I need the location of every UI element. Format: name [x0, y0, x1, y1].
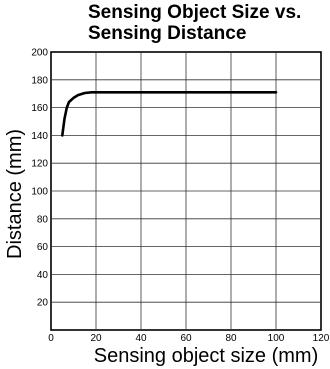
x-axis-label: Sensing object size (mm) — [94, 345, 319, 367]
series-line-1 — [60, 91, 278, 137]
x-tick-label: 0 — [48, 333, 54, 344]
x-tick-label: 60 — [180, 333, 192, 344]
x-tick-label: 40 — [135, 333, 147, 344]
y-tick-label: 40 — [37, 270, 49, 281]
y-axis-label: Distance (mm) — [4, 129, 26, 259]
chart-title-line-2: Sensing Distance — [88, 23, 247, 44]
chart-title-line-1: Sensing Object Size vs. — [88, 2, 302, 23]
y-tick-label: 60 — [37, 242, 49, 253]
x-tick-label: 100 — [268, 333, 285, 344]
x-tick-label: 80 — [225, 333, 237, 344]
y-tick-label: 180 — [31, 75, 48, 86]
x-tick-label: 120 — [313, 333, 330, 344]
y-tick-label: 160 — [31, 103, 48, 114]
y-tick-label: 20 — [37, 298, 49, 309]
y-tick-label: 80 — [37, 214, 49, 225]
y-tick-label: 100 — [31, 187, 48, 198]
y-tick-label: 200 — [31, 48, 48, 59]
y-tick-label: 140 — [31, 131, 48, 142]
x-tick-label: 20 — [90, 333, 102, 344]
y-tick-label: 120 — [31, 159, 48, 170]
